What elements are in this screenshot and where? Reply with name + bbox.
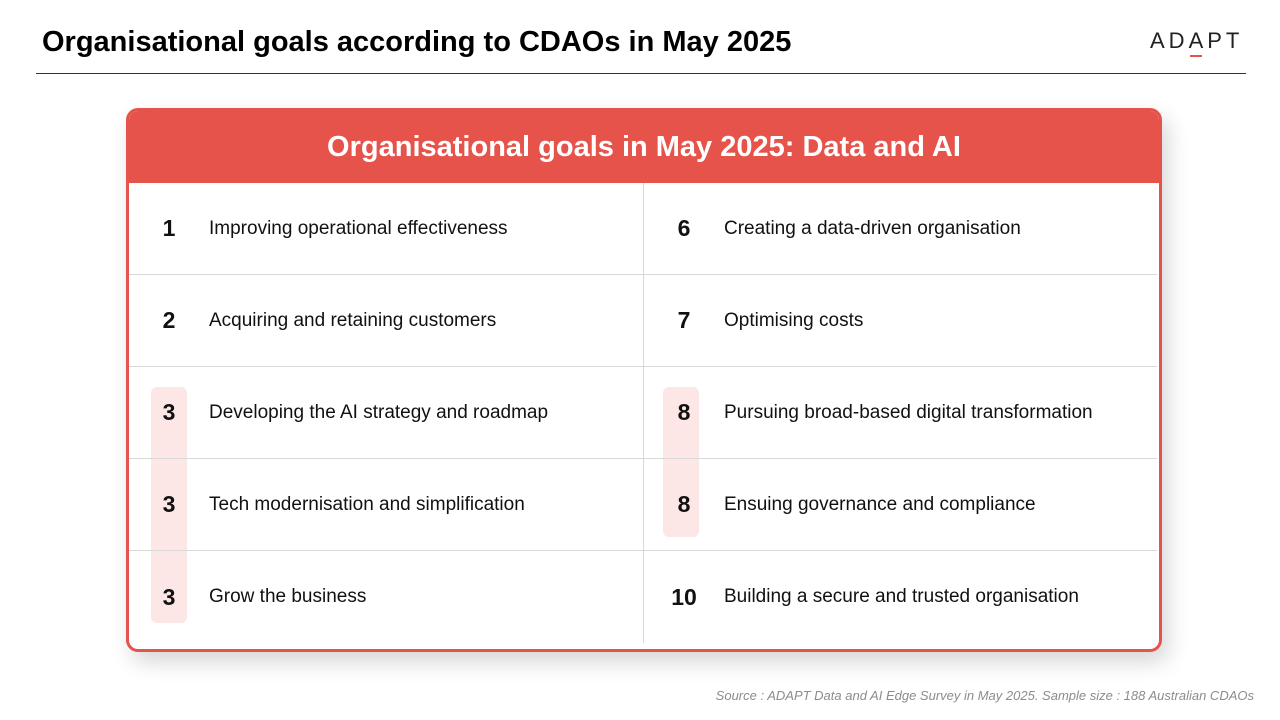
goal-label: Improving operational effectiveness bbox=[209, 217, 508, 239]
source-note: Source : ADAPT Data and AI Edge Survey i… bbox=[715, 688, 1254, 703]
goal-item: 2 Acquiring and retaining customers bbox=[129, 275, 643, 367]
goal-label: Grow the business bbox=[209, 586, 367, 607]
page-title: Organisational goals according to CDAOs … bbox=[42, 26, 792, 58]
goal-rank: 3 bbox=[162, 399, 176, 425]
goal-rank: 1 bbox=[162, 215, 176, 241]
goal-item: 8 Ensuing governance and compliance bbox=[643, 459, 1157, 551]
goal-label: Optimising costs bbox=[724, 309, 864, 331]
tied-rank-highlight-left bbox=[151, 387, 187, 623]
goal-rank: 10 bbox=[671, 583, 697, 610]
goal-item: 1 Improving operational effectiveness bbox=[129, 183, 643, 275]
adapt-logo: ADA PT bbox=[1150, 28, 1243, 57]
goal-rank: 6 bbox=[677, 215, 691, 241]
goal-label: Ensuing governance and compliance bbox=[724, 493, 1036, 515]
title-divider bbox=[36, 73, 1246, 74]
goal-item: 3 Grow the business bbox=[129, 551, 643, 643]
goal-rank: 3 bbox=[162, 583, 176, 610]
goal-label: Acquiring and retaining customers bbox=[209, 309, 497, 331]
goal-item: 7 Optimising costs bbox=[643, 275, 1157, 367]
goal-label: Developing the AI strategy and roadmap bbox=[209, 401, 549, 423]
goal-rank: 7 bbox=[677, 307, 691, 333]
card-title: Organisational goals in May 2025: Data a… bbox=[129, 111, 1159, 183]
goal-rank: 8 bbox=[677, 491, 691, 517]
goal-label: Tech modernisation and simplification bbox=[209, 493, 525, 515]
goal-label: Creating a data-driven organisation bbox=[724, 217, 1021, 239]
goals-grid: 1 Improving operational effectiveness 2 … bbox=[129, 183, 1159, 643]
goal-rank: 8 bbox=[677, 399, 691, 425]
goal-item: 6 Creating a data-driven organisation bbox=[643, 183, 1157, 275]
goal-rank: 2 bbox=[162, 307, 176, 333]
goal-item: 3 Developing the AI strategy and roadmap bbox=[129, 367, 643, 459]
goals-card: Organisational goals in May 2025: Data a… bbox=[126, 108, 1162, 652]
goal-rank: 3 bbox=[162, 491, 176, 517]
goal-label: Building a secure and trusted organisati… bbox=[724, 586, 1079, 607]
tied-rank-highlight-right bbox=[663, 387, 699, 537]
goal-item: 10 Building a secure and trusted organis… bbox=[643, 551, 1157, 643]
goal-item: 3 Tech modernisation and simplification bbox=[129, 459, 643, 551]
goal-label: Pursuing broad-based digital transformat… bbox=[724, 401, 1093, 423]
goal-item: 8 Pursuing broad-based digital transform… bbox=[643, 367, 1157, 459]
